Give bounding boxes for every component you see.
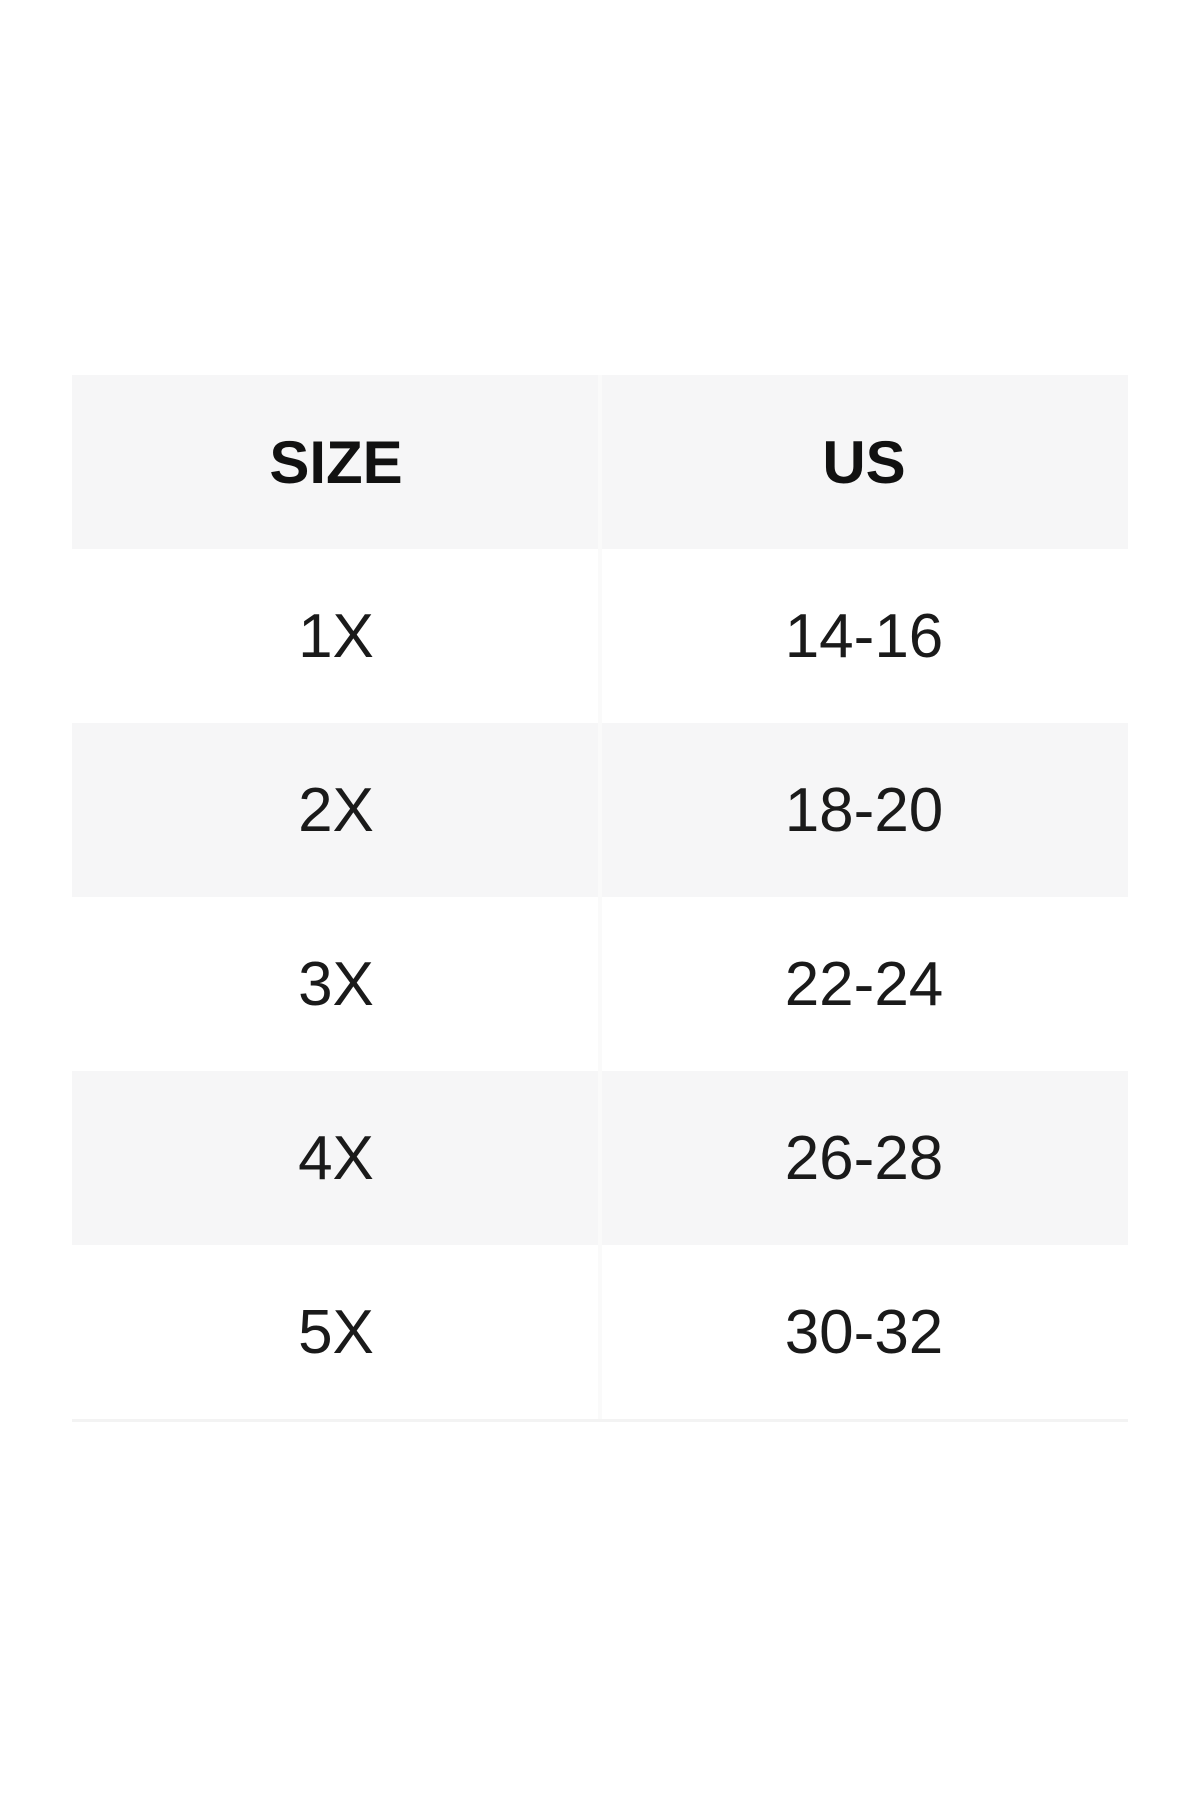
- table-row: 3X 22-24: [72, 897, 1128, 1071]
- table-header-row: SIZE US: [72, 375, 1128, 549]
- table-row: 5X 30-32: [72, 1245, 1128, 1419]
- us-value-cell: 30-32: [784, 1297, 944, 1367]
- us-value-cell: 22-24: [784, 949, 944, 1019]
- column-header-size: SIZE: [269, 428, 403, 496]
- table-body: 1X 14-16 2X 18-20 3X 22-24 4X 26-28 5X 3…: [72, 549, 1128, 1419]
- us-value-cell: 18-20: [784, 775, 944, 845]
- column-header-us: US: [822, 428, 906, 496]
- us-value-cell: 14-16: [784, 601, 944, 671]
- table-row: 4X 26-28: [72, 1071, 1128, 1245]
- us-value-cell: 26-28: [784, 1123, 944, 1193]
- size-cell: 1X: [298, 601, 374, 671]
- size-cell: 3X: [298, 949, 374, 1019]
- size-cell: 5X: [298, 1297, 374, 1367]
- size-chart-table: SIZE US 1X 14-16 2X 18-20 3X 22-24 4X 26…: [72, 375, 1128, 1422]
- table-row: 2X 18-20: [72, 723, 1128, 897]
- table-row: 1X 14-16: [72, 549, 1128, 723]
- size-cell: 2X: [298, 775, 374, 845]
- size-cell: 4X: [298, 1123, 374, 1193]
